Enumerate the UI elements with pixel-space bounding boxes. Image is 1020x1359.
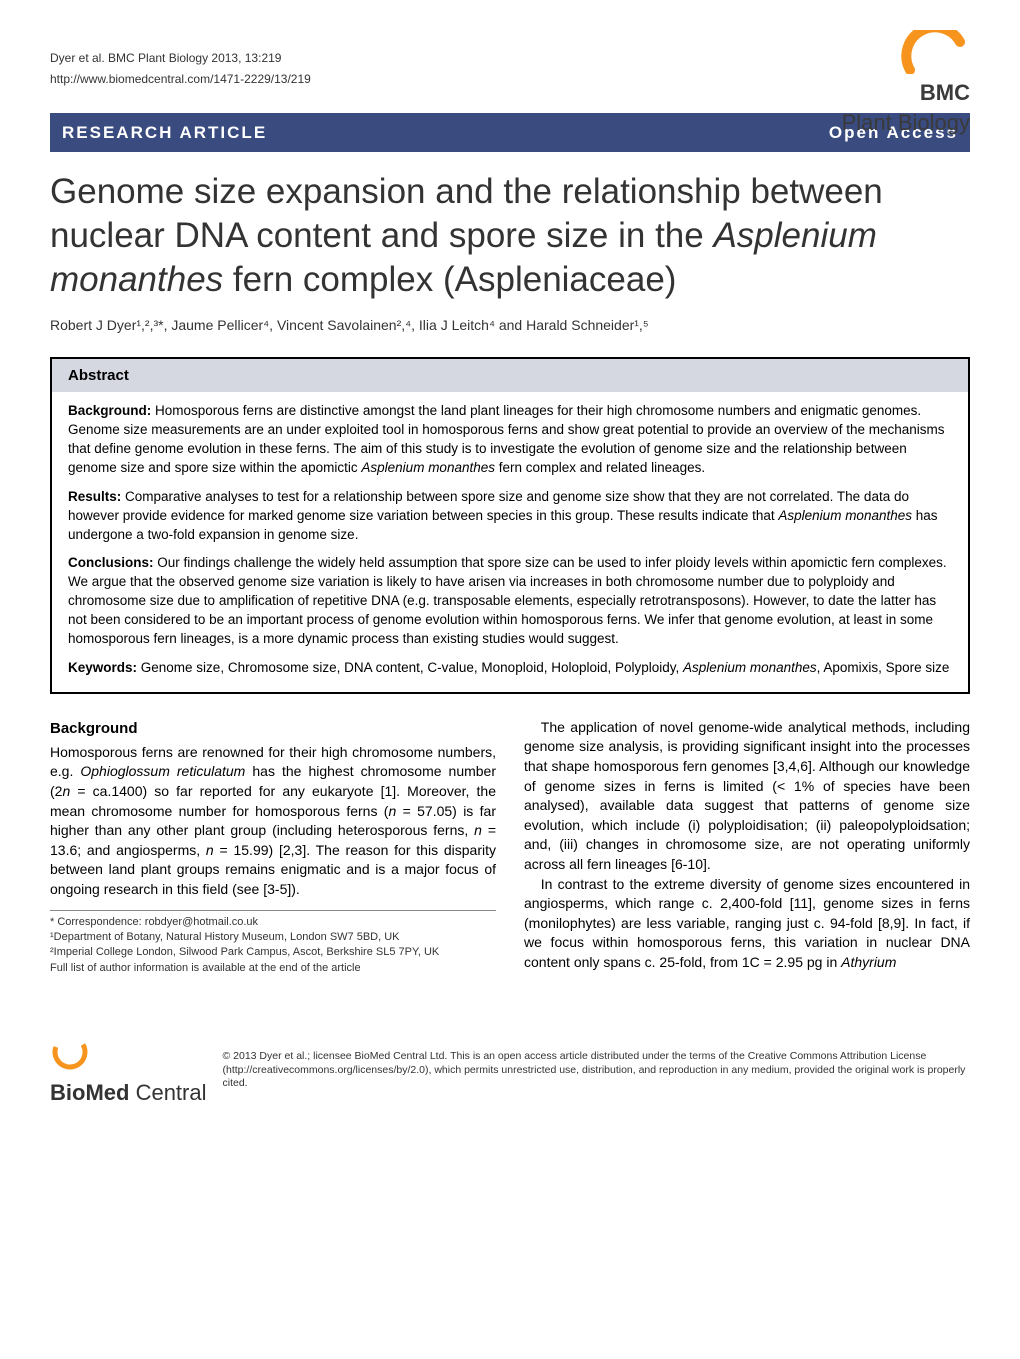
- affiliation-1: ¹Department of Botany, Natural History M…: [50, 930, 496, 945]
- full-author-info: Full list of author information is avail…: [50, 961, 496, 976]
- p3a: In contrast to the extreme diversity of …: [524, 876, 970, 970]
- author-list: Robert J Dyer¹,²,³*, Jaume Pellicer⁴, Vi…: [50, 316, 970, 336]
- abstract-kw-italic: Asplenium monanthes: [683, 660, 817, 675]
- abstract-kw-text2: , Apomixis, Spore size: [817, 660, 950, 675]
- p1i5: n: [206, 842, 214, 858]
- abstract-heading: Abstract: [52, 359, 968, 392]
- logo-name: Plant Biology: [842, 110, 970, 135]
- affiliation-2: ²Imperial College London, Silwood Park C…: [50, 945, 496, 960]
- background-heading: Background: [50, 718, 496, 739]
- abstract-bg-text2: fern complex and related lineages.: [495, 460, 705, 475]
- journal-logo-text: BMC Plant Biology: [842, 78, 970, 140]
- section-bar: RESEARCH ARTICLE Open Access: [50, 113, 970, 153]
- url-line: http://www.biomedcentral.com/1471-2229/1…: [50, 71, 970, 88]
- p3i: Athyrium: [841, 954, 896, 970]
- abstract-keywords: Keywords: Genome size, Chromosome size, …: [68, 659, 952, 678]
- header-meta: Dyer et al. BMC Plant Biology 2013, 13:2…: [50, 50, 970, 88]
- biomed-logo: BioMed Central: [50, 1032, 207, 1108]
- abstract-box: Abstract Background: Homosporous ferns a…: [50, 357, 970, 694]
- bmc-arc-icon: [900, 30, 970, 74]
- footer-brand-prefix: BioMed: [50, 1080, 129, 1105]
- body-p2: The application of novel genome-wide ana…: [524, 718, 970, 875]
- biomed-logo-text: BioMed Central: [50, 1080, 207, 1105]
- license-text: © 2013 Dyer et al.; licensee BioMed Cent…: [223, 1050, 971, 1091]
- title-part2: fern complex (Aspleniaceae): [223, 260, 676, 299]
- body-p1: Homosporous ferns are renowned for their…: [50, 743, 496, 900]
- abstract-res-label: Results:: [68, 489, 125, 504]
- footer: BioMed Central © 2013 Dyer et al.; licen…: [0, 1032, 1020, 1138]
- p1i4: n: [474, 822, 482, 838]
- citation-line: Dyer et al. BMC Plant Biology 2013, 13:2…: [50, 50, 970, 67]
- p1i1: Ophioglossum reticulatum: [80, 763, 245, 779]
- article-title: Genome size expansion and the relationsh…: [50, 170, 970, 301]
- abstract-res-italic: Asplenium monanthes: [778, 508, 912, 523]
- footer-brand-suffix: Central: [129, 1080, 206, 1105]
- abstract-con-text: Our findings challenge the widely held a…: [68, 555, 947, 646]
- footnotes: * Correspondence: robdyer@hotmail.co.uk …: [50, 910, 496, 977]
- abstract-kw-text: Genome size, Chromosome size, DNA conten…: [141, 660, 683, 675]
- abstract-background: Background: Homosporous ferns are distin…: [68, 402, 952, 478]
- section-type: RESEARCH ARTICLE: [62, 121, 267, 145]
- abstract-kw-label: Keywords:: [68, 660, 141, 675]
- body-columns: Background Homosporous ferns are renowne…: [50, 718, 970, 976]
- abstract-bg-italic: Asplenium monanthes: [361, 460, 495, 475]
- abstract-results: Results: Comparative analyses to test fo…: [68, 488, 952, 545]
- p2: The application of novel genome-wide ana…: [524, 719, 970, 872]
- abstract-conclusions: Conclusions: Our findings challenge the …: [68, 554, 952, 648]
- biomed-open-icon: [50, 1032, 90, 1078]
- abstract-con-label: Conclusions:: [68, 555, 157, 570]
- page-container: Dyer et al. BMC Plant Biology 2013, 13:2…: [0, 0, 1020, 1006]
- logo-prefix: BMC: [920, 80, 970, 105]
- abstract-bg-label: Background:: [68, 403, 155, 418]
- correspondence: * Correspondence: robdyer@hotmail.co.uk: [50, 915, 496, 930]
- journal-logo: BMC Plant Biology: [842, 30, 970, 139]
- body-p3: In contrast to the extreme diversity of …: [524, 875, 970, 973]
